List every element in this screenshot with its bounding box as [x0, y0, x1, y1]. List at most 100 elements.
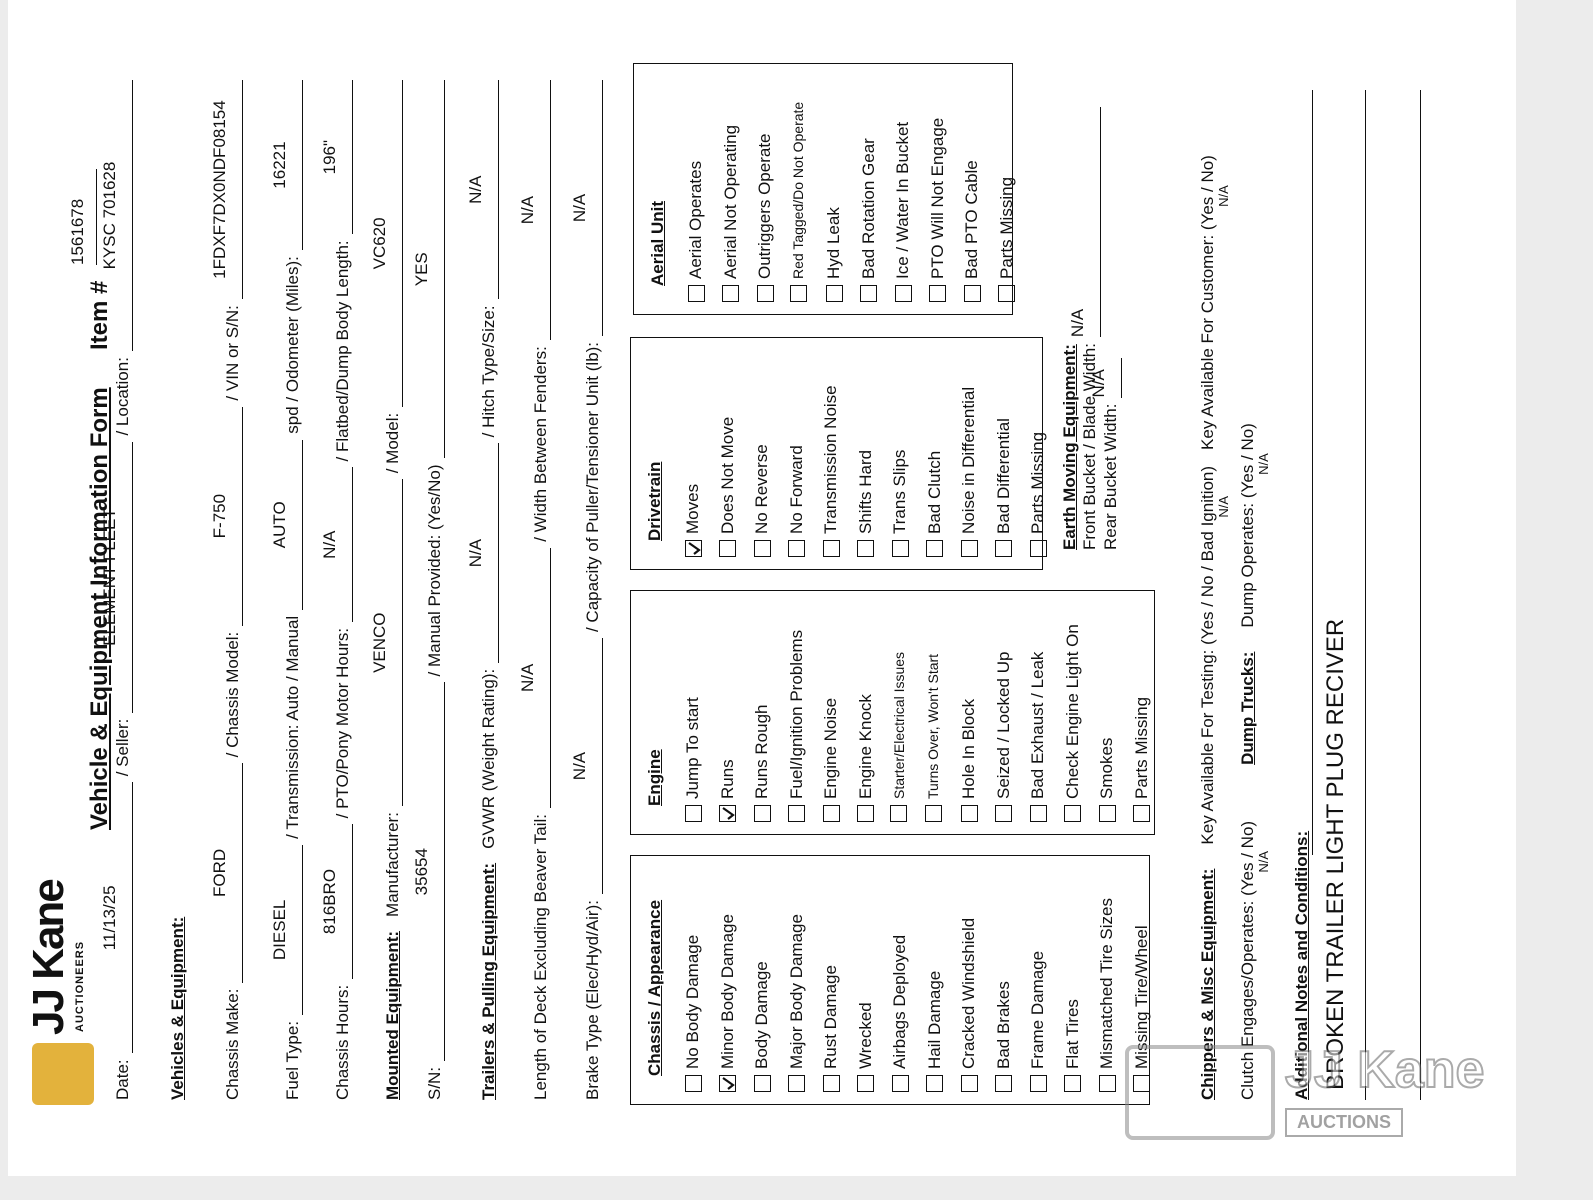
logo-tagline: AUCTIONEERS — [74, 940, 86, 1032]
checklist-title: Chassis / Appearance — [645, 899, 664, 1076]
field-row: S/N: 35654 / Manual Provided: (Yes/No) YES — [412, 79, 445, 1100]
item-label: Rust Damage — [821, 965, 840, 1069]
field-label: Brake Type (Elec/Hyd/Air): — [583, 900, 602, 1100]
field-value: N/A — [518, 195, 537, 225]
item-label: Parts Missing — [1028, 431, 1047, 534]
field-label: Key Available For Customer: (Yes / No) — [1198, 155, 1217, 450]
checkbox — [753, 805, 771, 822]
item-label: Check Engine Light On — [1062, 624, 1082, 799]
checkbox — [995, 1075, 1012, 1092]
item-label: No Reverse — [752, 444, 771, 534]
checklist-item: No Forward — [787, 445, 807, 557]
field-blank: ELEMENT FLEET — [100, 441, 133, 713]
note-line — [1420, 90, 1421, 1100]
item-label: Engine Knock — [855, 694, 875, 799]
field-value: KYSC 701628 — [100, 161, 119, 270]
checklist-item: Noise in Differential — [959, 387, 979, 557]
misc-field: Key Available For Customer: (Yes / No) N/… — [1198, 155, 1231, 450]
checklist-item: Hail Damage — [925, 971, 945, 1092]
field-row: Fuel Type: DIESEL / Transmission: Auto / M… — [270, 79, 303, 1100]
field-value: AUTO — [270, 501, 289, 549]
checklist-item: Transmission Noise — [821, 385, 841, 557]
watermark: JJ Kane AUCTIONS — [1125, 1040, 1525, 1140]
field-blank: VC620 — [370, 80, 403, 407]
field-label: / Capacity of Puller/Tensioner Unit (lb)… — [583, 341, 602, 633]
field-label: / Chassis Model: — [223, 631, 242, 758]
checkbox — [684, 540, 702, 557]
section-heading: Mounted Equipment: — [383, 930, 402, 1100]
checklist-item: No Body Damage — [683, 935, 703, 1092]
field-label: / Flatbed/Dump Body Length: — [333, 240, 352, 462]
field-label: Date: — [113, 1059, 132, 1100]
misc-field: Key Available For Testing: (Yes / No / B… — [1198, 466, 1231, 845]
field-blank: N/A — [570, 79, 603, 336]
field-value: N/A — [320, 530, 339, 559]
checklist-item: Bad Differential — [994, 418, 1014, 557]
item-label: Outriggers Operate — [755, 133, 774, 279]
checklist-item: Starter/Electrical Issues — [890, 652, 907, 822]
item-label: Bad Brakes — [993, 981, 1013, 1069]
item-label: Jump To start — [683, 697, 702, 799]
checkbox — [995, 540, 1012, 557]
field-value: N/A — [1068, 308, 1087, 338]
field-blank: YES — [412, 79, 445, 459]
checkbox — [926, 1075, 943, 1092]
field-value: N/A — [1216, 185, 1231, 207]
field-label: Dump Operates: (Yes / No) — [1238, 423, 1257, 628]
field-blank: N/A — [1068, 107, 1101, 338]
checklist-item: No Reverse — [752, 444, 772, 557]
checkbox — [890, 805, 907, 822]
checkbox — [1098, 805, 1116, 822]
checklist-item: Check Engine Light On — [1063, 624, 1083, 822]
item-label: No Forward — [786, 445, 806, 534]
checkbox — [687, 285, 705, 302]
item-label: Frame Damage — [1028, 950, 1047, 1069]
field-label: Length of Deck Excluding Beaver Tail: — [531, 813, 550, 1100]
checkbox — [857, 805, 874, 822]
field-blank: 35654 — [412, 682, 445, 1061]
checkbox — [929, 285, 946, 302]
earth-moving: Earth Moving Equipment: Front Bucket / Bl… — [1060, 107, 1122, 550]
checkbox — [891, 1075, 909, 1092]
checkbox — [857, 1075, 874, 1092]
field-value: DIESEL — [270, 899, 289, 961]
field-label: Rear Bucket Width: — [1101, 403, 1120, 550]
item-label: Red Tagged/Do Not Operate — [790, 101, 806, 279]
item-label: Flat Tires — [1062, 999, 1082, 1069]
section-heading: Dump Trucks: — [1238, 651, 1257, 765]
checkbox — [857, 540, 874, 557]
logo-name: JJ Kane — [24, 880, 73, 1035]
item-label: Body Damage — [752, 961, 771, 1069]
field-value: 35654 — [412, 848, 431, 896]
field-row: Chassis Hours: 816BRO / PTO/Pony Motor Hou… — [320, 79, 353, 1100]
item-label: Turns Over, Won't Start — [925, 653, 941, 799]
checkbox — [822, 540, 840, 557]
item-label: Parts Missing — [1131, 696, 1151, 799]
field-blank: DIESEL — [270, 844, 303, 1015]
checkbox — [891, 540, 909, 557]
item-label: PTO Will Not Engage — [927, 117, 947, 279]
field-row: Front Bucket / Blade Width: N/A — [1068, 107, 1101, 550]
item-label: Parts Missing — [996, 176, 1016, 279]
field-value: 1FDXF7DX0NDF08154 — [210, 100, 229, 279]
checkbox — [788, 805, 805, 822]
section-heading: Trailers & Pulling Equipment: — [479, 862, 498, 1100]
check-mark — [722, 807, 735, 820]
checkbox — [789, 285, 807, 302]
field-value: N/A — [1089, 369, 1108, 398]
field-label: / Hitch Type/Size: — [479, 305, 498, 438]
checkbox — [1064, 805, 1081, 822]
checklist-box: Chassis / Appearance No Body Damage Minor … — [630, 855, 1151, 1105]
item-label: Seized / Locked Up — [993, 651, 1013, 799]
checkbox — [822, 805, 840, 822]
field-label: Chassis Hours: — [333, 984, 352, 1100]
checkbox — [753, 540, 771, 557]
checkbox — [719, 805, 736, 822]
checklist-item: Bad PTO Cable — [962, 160, 982, 302]
item-label: Minor Body Damage — [717, 914, 737, 1069]
misc-row: Clutch Engages/Operates: (Yes / No) N/A Du… — [1238, 423, 1271, 1100]
checkbox — [1098, 1075, 1116, 1092]
checklist-item: Smokes — [1097, 738, 1117, 822]
field-blank: 1FDXF7DX0NDF08154 — [210, 80, 243, 300]
